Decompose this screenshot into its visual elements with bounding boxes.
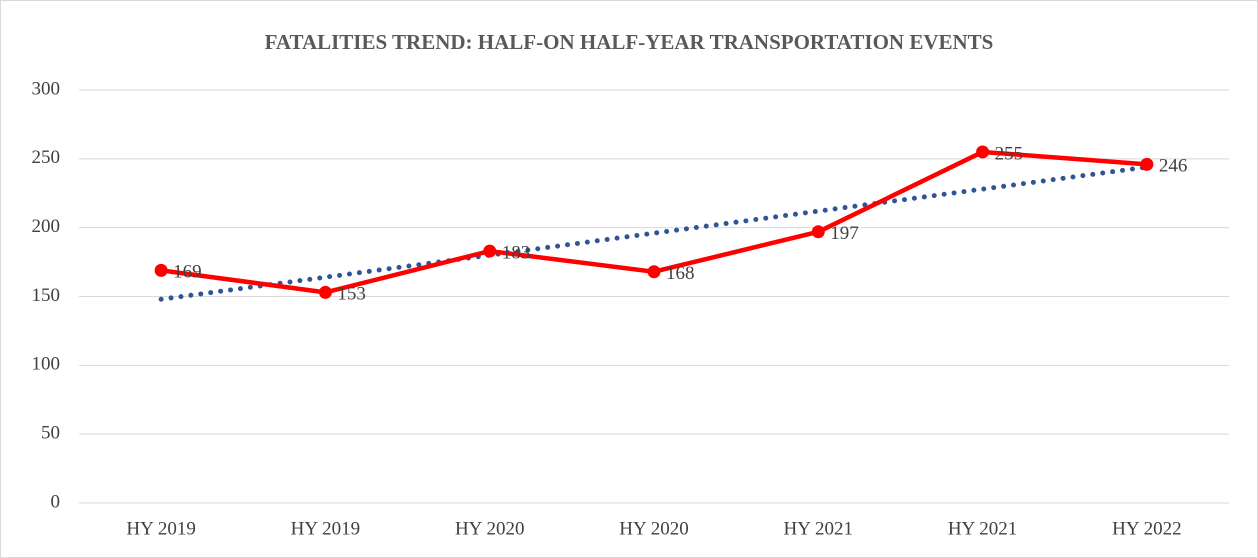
- point: [483, 244, 497, 258]
- x-tick-label: HY 2021: [948, 518, 1018, 539]
- point: [976, 145, 990, 159]
- y-tick-label: 50: [41, 423, 60, 444]
- x-tick-label: HY 2022: [1112, 518, 1182, 539]
- point: [1140, 157, 1154, 171]
- point: [811, 225, 825, 239]
- data-label: 246: [1159, 156, 1188, 177]
- y-tick-label: 100: [32, 354, 61, 375]
- y-tick-label: 0: [51, 491, 61, 512]
- data-label: 153: [337, 284, 366, 305]
- x-tick-label: HY 2019: [126, 518, 196, 539]
- y-tick-label: 150: [32, 285, 61, 306]
- y-tick-label: 250: [32, 147, 61, 168]
- x-tick-label: HY 2020: [619, 518, 689, 539]
- x-tick-label: HY 2020: [455, 518, 525, 539]
- data-label: 169: [173, 262, 202, 283]
- data-label: 168: [666, 263, 695, 284]
- data-label: 183: [502, 242, 531, 263]
- point: [154, 263, 168, 277]
- y-tick-label: 200: [32, 216, 61, 237]
- y-tick-label: 300: [32, 78, 61, 99]
- data-label: 197: [830, 223, 859, 244]
- chart-title: FATALITIES TREND: HALF-ON HALF-YEAR TRAN…: [265, 30, 994, 54]
- trend-line: [158, 164, 1150, 302]
- point: [318, 285, 332, 299]
- x-tick-label: HY 2019: [291, 518, 361, 539]
- x-tick-label: HY 2021: [784, 518, 854, 539]
- data-label: 255: [995, 143, 1024, 164]
- point: [647, 265, 661, 279]
